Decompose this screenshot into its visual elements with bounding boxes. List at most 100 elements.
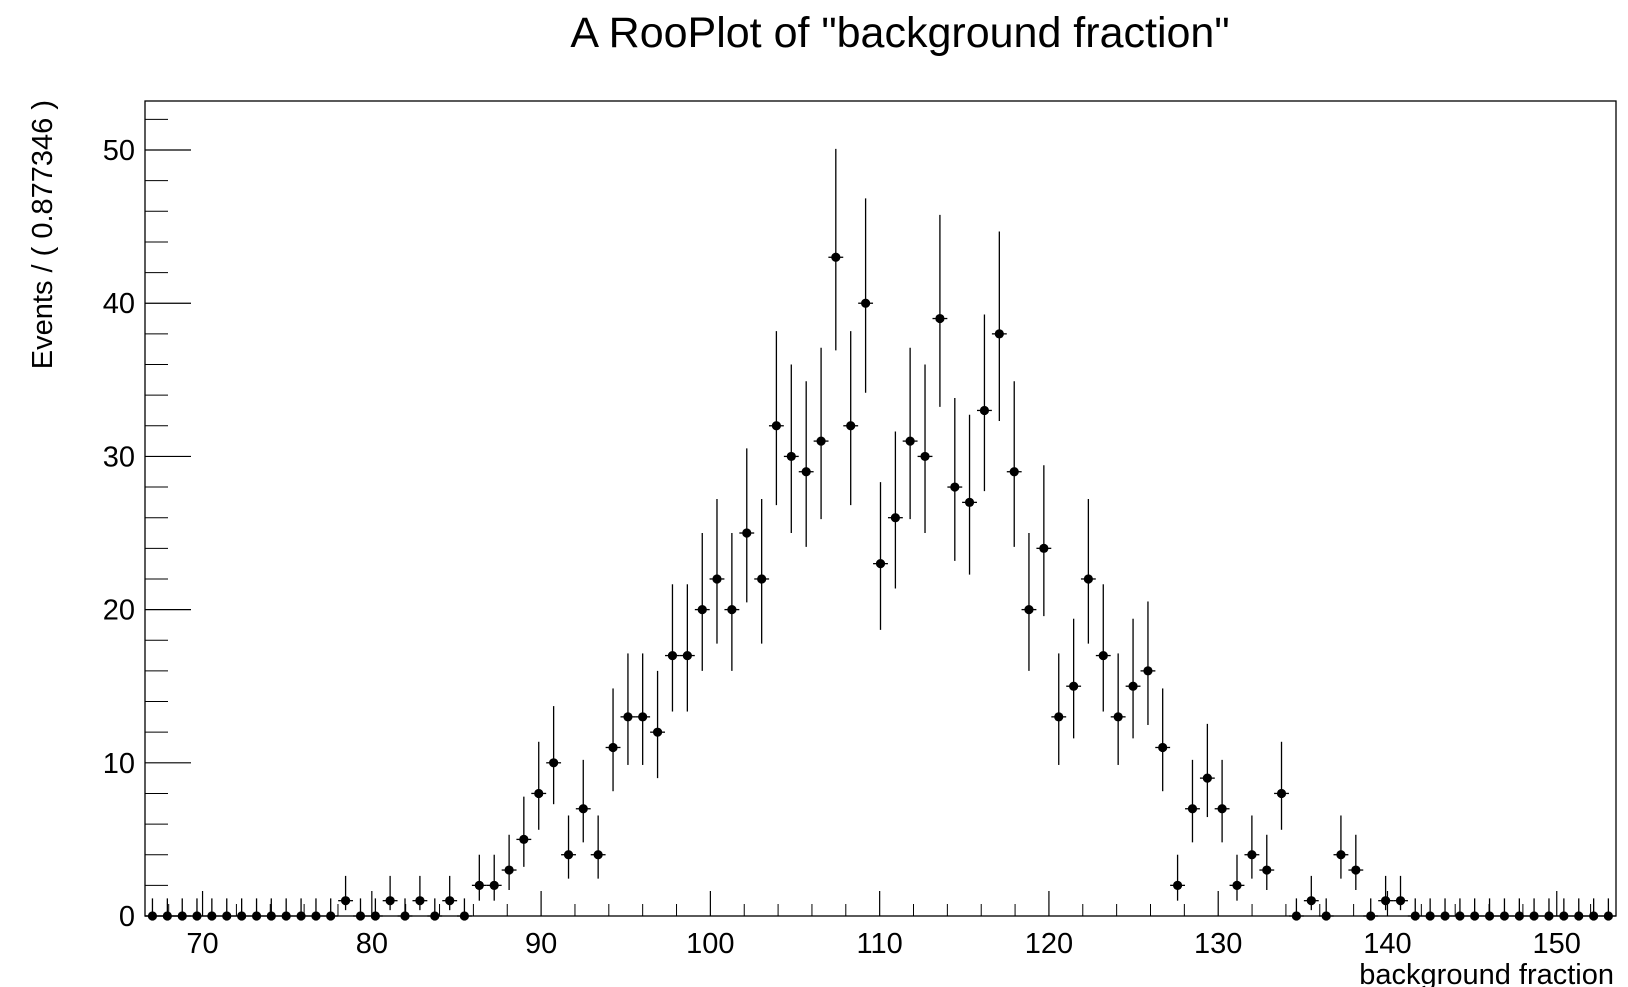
data-point bbox=[768, 331, 784, 506]
data-point bbox=[1095, 584, 1111, 712]
data-point bbox=[1036, 465, 1052, 617]
data-point bbox=[1244, 815, 1260, 879]
data-point bbox=[754, 499, 770, 644]
marker bbox=[266, 911, 276, 921]
data-point bbox=[962, 414, 977, 575]
marker bbox=[311, 911, 321, 921]
marker bbox=[281, 911, 291, 921]
marker bbox=[1083, 574, 1093, 584]
data-point bbox=[1229, 854, 1245, 901]
data-point bbox=[813, 347, 829, 520]
marker bbox=[1529, 911, 1539, 921]
data-point bbox=[783, 364, 799, 534]
marker bbox=[905, 436, 915, 446]
data-point bbox=[219, 898, 235, 921]
data-point bbox=[1600, 898, 1616, 921]
marker bbox=[1410, 911, 1420, 921]
data-point bbox=[471, 854, 487, 901]
marker bbox=[727, 605, 737, 615]
marker bbox=[1232, 880, 1242, 890]
data-point bbox=[1303, 875, 1319, 911]
marker bbox=[1158, 742, 1168, 753]
marker bbox=[1336, 850, 1346, 860]
marker bbox=[623, 712, 633, 722]
marker bbox=[534, 788, 544, 799]
marker bbox=[1484, 911, 1495, 921]
data-point bbox=[561, 815, 576, 879]
marker bbox=[1499, 911, 1510, 921]
data-point bbox=[249, 898, 264, 921]
marker bbox=[192, 911, 202, 921]
marker bbox=[1544, 911, 1554, 921]
marker bbox=[771, 421, 781, 431]
marker bbox=[1276, 788, 1287, 799]
data-point bbox=[1541, 898, 1557, 921]
data-point bbox=[1080, 499, 1096, 644]
data-point bbox=[1586, 898, 1602, 921]
data-point bbox=[1422, 898, 1438, 921]
data-point bbox=[516, 796, 532, 867]
y-tick-label: 20 bbox=[103, 595, 135, 627]
marker bbox=[459, 911, 470, 921]
data-point bbox=[1288, 898, 1304, 921]
data-point bbox=[1318, 898, 1334, 921]
marker bbox=[237, 911, 247, 921]
data-point bbox=[620, 653, 636, 765]
marker bbox=[563, 850, 574, 860]
marker bbox=[1202, 773, 1212, 783]
data-point bbox=[932, 214, 948, 407]
marker bbox=[712, 574, 722, 584]
marker bbox=[994, 329, 1004, 339]
marker bbox=[652, 727, 663, 737]
marker bbox=[578, 804, 588, 814]
marker bbox=[1069, 681, 1079, 691]
marker bbox=[385, 896, 395, 906]
marker bbox=[816, 436, 826, 446]
marker bbox=[1425, 911, 1435, 921]
data-point bbox=[382, 875, 398, 911]
marker bbox=[979, 405, 990, 416]
data-point bbox=[159, 898, 175, 921]
data-point bbox=[1348, 834, 1364, 890]
x-tick-label: 110 bbox=[857, 928, 903, 960]
data-point bbox=[1333, 815, 1349, 879]
data-point bbox=[1497, 898, 1512, 921]
y-tick-label: 0 bbox=[119, 901, 135, 933]
marker bbox=[400, 911, 410, 921]
marker bbox=[608, 742, 618, 753]
marker bbox=[1306, 896, 1316, 906]
data-point bbox=[367, 898, 383, 921]
marker bbox=[875, 559, 886, 569]
marker bbox=[920, 451, 930, 462]
data-point bbox=[145, 898, 160, 921]
data-point bbox=[1214, 759, 1230, 843]
marker bbox=[786, 451, 796, 462]
marker bbox=[326, 911, 336, 921]
data-point bbox=[1378, 875, 1394, 911]
data-point bbox=[694, 533, 710, 671]
marker bbox=[445, 896, 455, 906]
marker bbox=[1024, 605, 1034, 615]
data-point bbox=[709, 499, 725, 644]
x-axis-label: background fraction bbox=[1359, 959, 1614, 987]
marker bbox=[519, 834, 529, 845]
marker bbox=[355, 911, 366, 921]
marker bbox=[950, 482, 960, 492]
data-point bbox=[1526, 898, 1542, 921]
data-point bbox=[1185, 759, 1200, 843]
marker bbox=[504, 865, 514, 875]
marker bbox=[1589, 911, 1599, 921]
x-tick-label: 150 bbox=[1533, 928, 1581, 960]
marker bbox=[638, 712, 648, 722]
data-point bbox=[1125, 618, 1141, 739]
data-point bbox=[679, 584, 695, 712]
data-point bbox=[546, 706, 562, 805]
data-point bbox=[1511, 898, 1527, 921]
axes-layer: 70 80 90 100 110 120 130 140 150 0 10 20 30 40 50 bbox=[103, 118, 1592, 960]
marker bbox=[340, 896, 351, 906]
data-point bbox=[1556, 898, 1572, 921]
marker bbox=[1603, 911, 1613, 921]
marker bbox=[1351, 865, 1361, 875]
data-point bbox=[650, 670, 665, 779]
data-point bbox=[189, 898, 205, 921]
